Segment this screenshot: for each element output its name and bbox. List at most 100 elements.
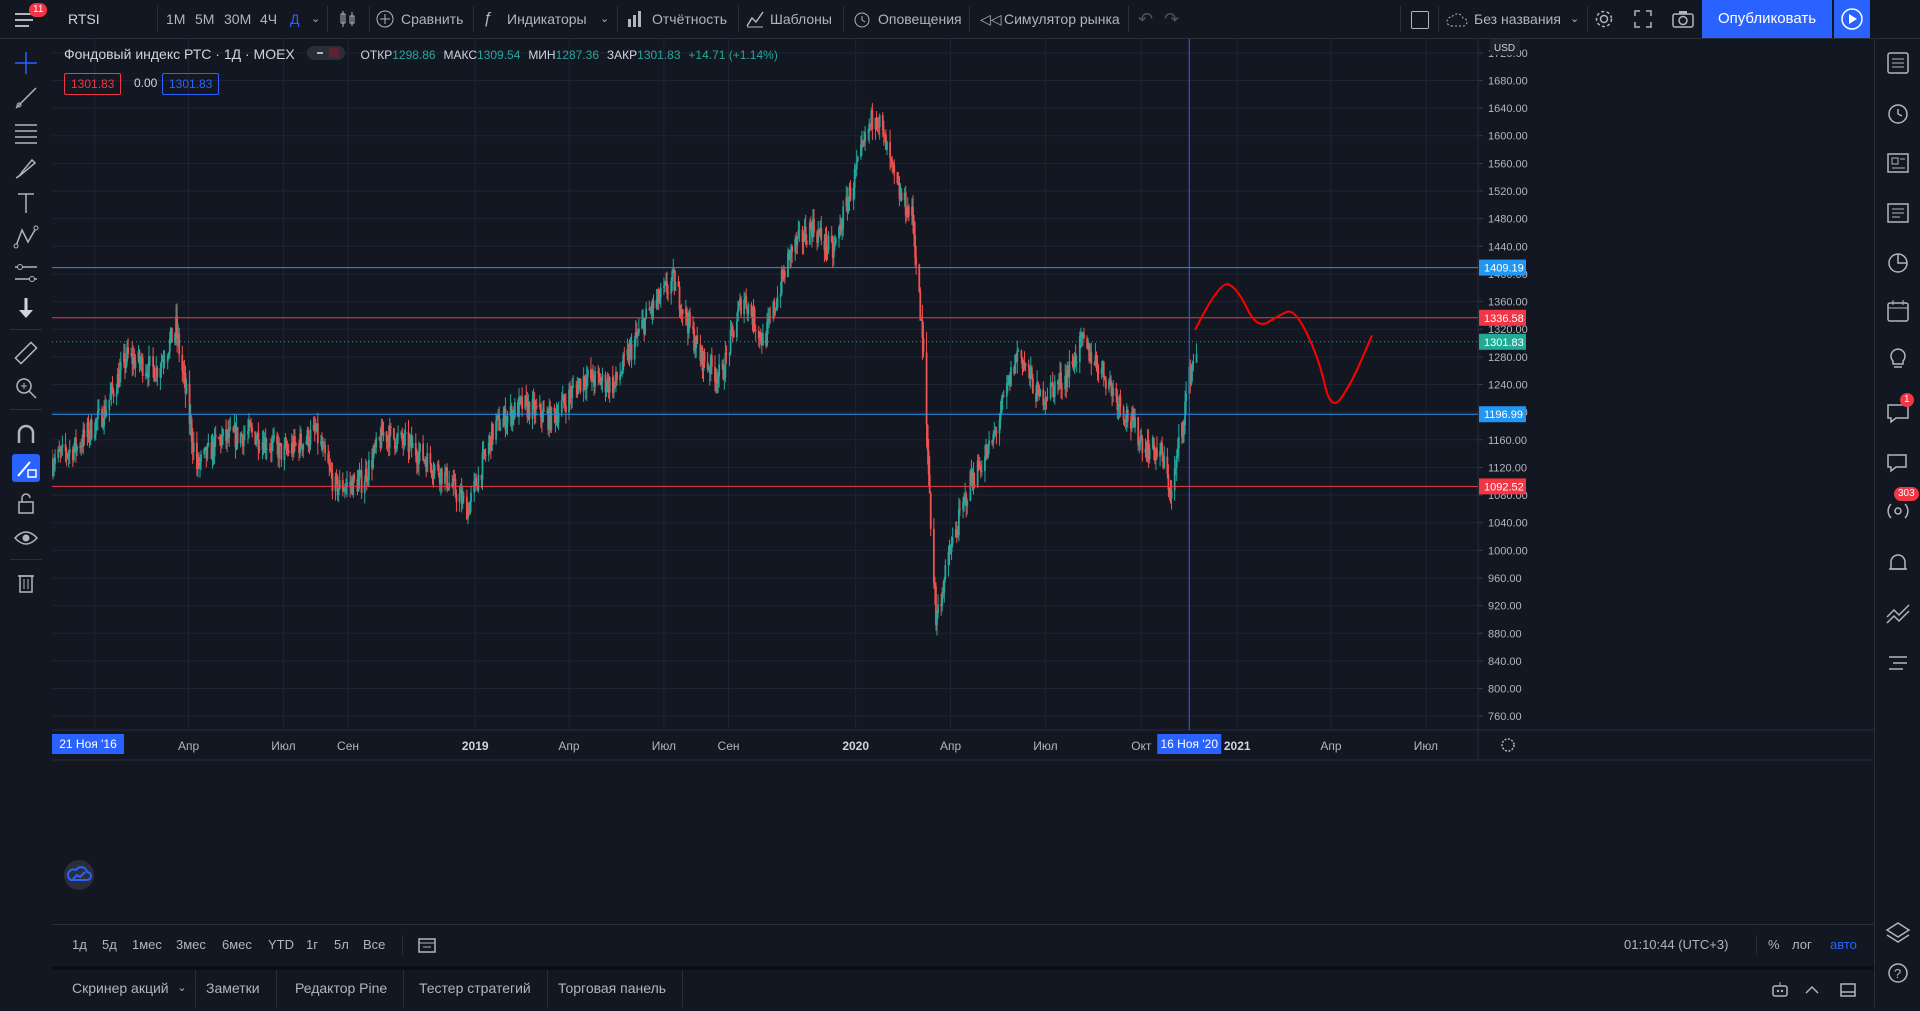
percent-toggle[interactable]: % [1768,937,1780,952]
private-messages-button[interactable] [1884,449,1912,477]
settings-button[interactable] [1594,9,1614,29]
market-replay-button[interactable]: ◁◁ Симулятор рынка [980,0,1120,38]
interval-4h[interactable]: 4Ч [260,11,278,27]
tab-notes[interactable]: Заметки [190,970,277,1007]
auto-toggle[interactable]: авто [1830,937,1857,952]
chats-button[interactable]: 1 [1884,393,1914,427]
interval-5m[interactable]: 5M [195,11,215,27]
templates-button[interactable]: Шаблоны [746,0,836,38]
candle-body [658,297,661,304]
calendar-button[interactable] [1884,297,1912,325]
range-ytd[interactable]: YTD [268,937,294,952]
watchlist-button[interactable] [1884,49,1912,77]
zoom-tool[interactable] [12,374,40,402]
tab-screener[interactable]: Скринер акций ⌄ [56,970,196,1007]
alerts-panel-button[interactable] [1884,99,1912,127]
prediction-tool[interactable] [12,259,40,287]
interval-30m[interactable]: 30M [224,11,252,27]
symbol-title[interactable]: Фондовый индекс РТС · 1Д · MOEX [64,46,295,62]
candle-body [131,353,134,365]
layout-name-button[interactable]: Без названия ⌄ [1446,0,1581,38]
interval-1d[interactable]: Д [290,11,300,27]
candle-body [970,470,973,483]
legend-toggle[interactable] [306,46,345,61]
trendline-tool[interactable] [12,84,40,112]
chart-type-button[interactable] [338,10,358,28]
tab-pine-editor[interactable]: Редактор Pine [279,970,405,1007]
arrow-tool[interactable] [12,294,40,322]
fib-tool[interactable] [12,119,40,147]
candle-body [528,402,531,420]
remove-drawings-tool[interactable] [12,569,40,597]
maximize-panel-button[interactable] [1802,980,1822,1000]
candle-body [402,440,405,445]
dom-icon [1889,656,1907,670]
range-5d[interactable]: 5д [102,937,117,952]
candle-body [1168,489,1171,491]
help-button[interactable]: ? [1884,959,1912,987]
notifications-button[interactable] [1884,549,1912,577]
help-icon: ? [1888,963,1908,983]
range-all[interactable]: Все [363,937,386,952]
sell-button[interactable]: 1301.83 [64,73,122,95]
data-window-button[interactable] [1884,149,1912,177]
financials-button[interactable]: Отчётность [626,0,736,38]
candle-body [1160,443,1163,451]
candle-body [359,470,362,474]
order-panel-button[interactable] [1884,599,1912,627]
interval-1m[interactable]: 1M [166,11,186,27]
brush-tool[interactable] [12,154,40,182]
candle-body [1066,370,1069,387]
lock-drawings-tool[interactable] [12,489,40,517]
symbol-search[interactable]: RTSI [68,11,100,27]
chevron-down-icon[interactable]: ⌄ [311,13,321,25]
publish-button[interactable]: Опубликовать [1702,0,1832,38]
pattern-tool[interactable] [12,224,40,252]
tab-strategy-tester[interactable]: Тестер стратегий [403,970,548,1007]
snapshot-button[interactable] [1672,10,1694,28]
streams-button[interactable]: 303 [1884,487,1919,525]
candle-body [744,296,747,300]
candle-body [511,411,514,425]
news-button[interactable] [1884,199,1912,227]
ideas-stream-button[interactable] [1884,344,1912,372]
play-button[interactable] [1834,0,1870,38]
candle-body [477,475,480,491]
range-3m[interactable]: 3мес [176,937,206,952]
crosshair-tool[interactable] [12,49,40,77]
magnet-tool[interactable] [12,419,40,447]
range-6m[interactable]: 6мес [222,937,252,952]
range-5y[interactable]: 5л [334,937,349,952]
layout-select-button[interactable] [1411,11,1429,29]
goto-date-button[interactable] [418,936,436,954]
indicators-button[interactable]: ƒ Индикаторы ⌄ [483,0,613,38]
ruler-tool[interactable] [12,339,40,367]
axis-settings-icon[interactable] [1501,738,1515,752]
menu-button[interactable]: 11 [14,3,48,28]
alerts-button[interactable]: Оповещения [852,0,962,38]
tradingview-logo[interactable] [64,860,94,890]
keep-drawing-tool[interactable] [12,454,40,482]
log-toggle[interactable]: лог [1792,937,1812,952]
buy-button[interactable]: 1301.83 [162,73,220,95]
candle-body [685,308,688,322]
range-1y[interactable]: 1г [306,937,318,952]
bot-icon[interactable] [1768,980,1792,1000]
fullscreen-button[interactable] [1634,10,1652,28]
redo-icon[interactable]: ↷ [1164,9,1180,29]
layers-button[interactable] [1884,919,1912,947]
depth-button[interactable] [1884,649,1912,677]
text-tool[interactable] [12,189,40,217]
undo-icon[interactable]: ↶ [1138,9,1154,29]
candle-body [379,438,382,448]
restore-panel-button[interactable] [1838,980,1858,1000]
clock[interactable]: 01:10:44 (UTC+3) [1624,937,1729,952]
hotlists-button[interactable] [1884,249,1912,277]
range-1d[interactable]: 1д [72,937,87,952]
price-chart[interactable]: 1720.001680.001640.001600.001560.001520.… [52,39,1874,924]
hide-drawings-tool[interactable] [12,524,40,552]
compare-button[interactable]: Сравнить [375,0,475,38]
x-tick-label: Сен [337,739,359,753]
tab-trading-panel[interactable]: Торговая панель [542,970,684,1007]
range-1m[interactable]: 1мес [132,937,162,952]
